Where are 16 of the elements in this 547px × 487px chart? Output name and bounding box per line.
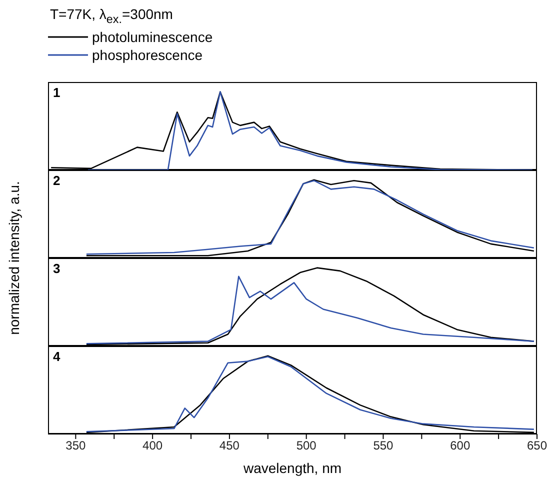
x-tick-label: 500 xyxy=(296,438,317,453)
x-tick-label: 600 xyxy=(450,438,470,453)
x-axis-title: wavelength, nm xyxy=(242,460,343,476)
annotation: 3 xyxy=(53,261,60,276)
x-tick-label: 450 xyxy=(219,438,240,453)
x-tick-label: 400 xyxy=(142,438,163,453)
x-tick-label: 650 xyxy=(526,438,547,453)
annotation: 1 xyxy=(53,85,60,100)
chart-title: T=77K, λ$_{ex.}$=300nm xyxy=(50,6,173,26)
y-axis-title: normalized intensity, a.u. xyxy=(6,181,22,335)
legend-label: photoluminescence xyxy=(92,29,213,45)
x-tick-label: 350 xyxy=(66,438,86,453)
legend-label: phosphorescence xyxy=(92,47,203,63)
x-tick-label: 550 xyxy=(373,438,394,453)
annotation: 2 xyxy=(53,173,60,188)
annotation: 4 xyxy=(53,349,60,364)
